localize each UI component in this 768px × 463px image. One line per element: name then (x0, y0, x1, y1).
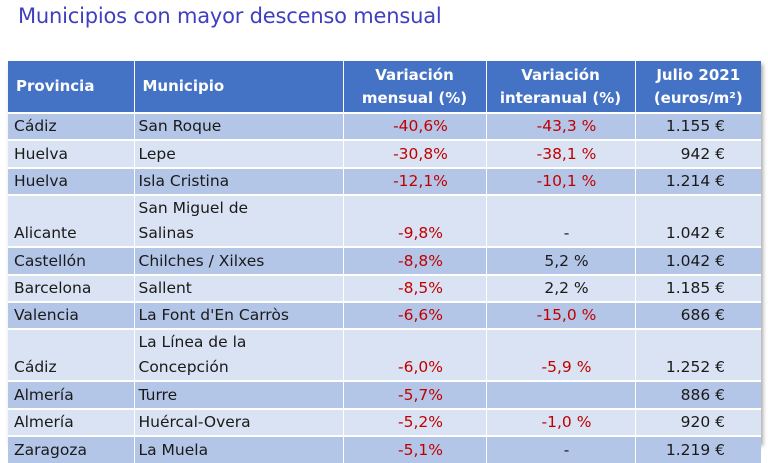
cell-variacion-interanual: -15,0 % (485, 300, 635, 330)
cell-variacion-mensual: -6,0% (342, 328, 486, 382)
cell-variacion-mensual: -40,6% (342, 111, 486, 141)
cell-municipio: Lepe (133, 139, 343, 168)
header-mensual-line-2: mensual (%) (361, 88, 468, 107)
cell-precio: 686 € (634, 300, 761, 330)
municipios-table: Provincia Municipio Variación mensual (%… (8, 61, 761, 463)
header-municipio-line-1: Municipio (142, 77, 225, 95)
table-row: Cádiz San Roque -40,6% -43,3 % 1.155 € (8, 111, 761, 141)
table-row: Alicante San Miguel de Salinas -9,8% - 1… (8, 194, 761, 248)
cell-municipio-line-2: Salinas (138, 224, 194, 243)
cell-variacion-mensual: -30,8% (342, 139, 486, 168)
cell-municipio: Chilches / Xilxes (133, 246, 343, 275)
table-row: Huelva Isla Cristina -12,1% -10,1 % 1.21… (8, 166, 761, 196)
header-provincia: Provincia (8, 61, 134, 113)
cell-municipio-line-1: La Línea de la (138, 333, 247, 352)
table-row: Almería Huércal-Overa -5,2% -1,0 % 920 € (8, 407, 761, 437)
cell-municipio: San Miguel de Salinas (133, 194, 343, 248)
cell-precio: 942 € (634, 139, 761, 168)
cell-variacion-interanual: 2,2 % (485, 273, 635, 302)
table-row: Barcelona Sallent -8,5% 2,2 % 1.185 € (8, 273, 761, 302)
cell-variacion-mensual: -5,1% (342, 435, 486, 463)
header-interanual-line-2: interanual (%) (499, 88, 622, 107)
cell-municipio: Isla Cristina (133, 166, 343, 196)
cell-provincia: Almería (8, 407, 134, 437)
cell-provincia: Huelva (8, 139, 134, 168)
cell-variacion-mensual: -8,5% (342, 273, 486, 302)
cell-provincia: Zaragoza (8, 435, 134, 463)
cell-variacion-interanual (485, 380, 635, 409)
cell-variacion-mensual: -8,8% (342, 246, 486, 275)
cell-provincia: Almería (8, 380, 134, 409)
data-table-container: Provincia Municipio Variación mensual (%… (8, 61, 761, 463)
header-precio-line-1: Julio 2021 (656, 65, 741, 84)
table-body: Cádiz San Roque -40,6% -43,3 % 1.155 € H… (8, 111, 761, 463)
cell-municipio: Turre (133, 380, 343, 409)
cell-municipio-line-1: San Miguel de (138, 199, 249, 218)
header-provincia-line-1: Provincia (16, 77, 95, 95)
cell-variacion-interanual: -38,1 % (485, 139, 635, 168)
cell-precio: 920 € (634, 407, 761, 437)
cell-variacion-mensual: -12,1% (342, 166, 486, 196)
cell-precio: 1.185 € (634, 273, 761, 302)
cell-variacion-mensual: -9,8% (342, 194, 486, 248)
cell-variacion-interanual: - (485, 435, 635, 463)
cell-provincia: Barcelona (8, 273, 134, 302)
header-variacion-interanual: Variación interanual (%) (485, 61, 635, 113)
table-row: Valencia La Font d'En Carròs -6,6% -15,0… (8, 300, 761, 330)
table-row: Huelva Lepe -30,8% -38,1 % 942 € (8, 139, 761, 168)
cell-variacion-mensual: -5,7% (342, 380, 486, 409)
cell-provincia: Castellón (8, 246, 134, 275)
cell-municipio: La Línea de la Concepción (133, 328, 343, 382)
table-row: Zaragoza La Muela -5,1% - 1.219 € (8, 435, 761, 463)
cell-precio: 886 € (634, 380, 761, 409)
cell-municipio: La Muela (133, 435, 343, 463)
cell-variacion-interanual: - (485, 194, 635, 248)
cell-variacion-mensual: -6,6% (342, 300, 486, 330)
header-precio-line-2: (euros/m²) (653, 88, 743, 107)
cell-provincia: Huelva (8, 166, 134, 196)
cell-precio: 1.214 € (634, 166, 761, 196)
cell-municipio-line-2: Concepción (138, 358, 229, 377)
cell-precio: 1.155 € (634, 111, 761, 141)
table-row: Almería Turre -5,7% 886 € (8, 380, 761, 409)
header-precio-julio: Julio 2021 (euros/m²) (634, 61, 761, 113)
cell-provincia: Valencia (8, 300, 134, 330)
cell-municipio: San Roque (133, 111, 343, 141)
table-header-row: Provincia Municipio Variación mensual (%… (8, 61, 761, 113)
cell-precio: 1.219 € (634, 435, 761, 463)
cell-provincia: Cádiz (8, 328, 134, 382)
header-mensual-line-1: Variación (375, 65, 454, 84)
cell-variacion-interanual: -43,3 % (485, 111, 635, 141)
cell-provincia: Cádiz (8, 111, 134, 141)
page-title: Municipios con mayor descenso mensual (18, 4, 442, 28)
cell-provincia: Alicante (8, 194, 134, 248)
cell-precio: 1.042 € (634, 194, 761, 248)
cell-precio: 1.042 € (634, 246, 761, 275)
header-variacion-mensual: Variación mensual (%) (342, 61, 486, 113)
table-row: Castellón Chilches / Xilxes -8,8% 5,2 % … (8, 246, 761, 275)
cell-variacion-interanual: -5,9 % (485, 328, 635, 382)
cell-variacion-interanual: -1,0 % (485, 407, 635, 437)
table-row: Cádiz La Línea de la Concepción -6,0% -5… (8, 328, 761, 382)
cell-municipio: Sallent (133, 273, 343, 302)
cell-variacion-interanual: -10,1 % (485, 166, 635, 196)
cell-municipio: Huércal-Overa (133, 407, 343, 437)
cell-variacion-mensual: -5,2% (342, 407, 486, 437)
header-interanual-line-1: Variación (521, 65, 600, 84)
cell-variacion-interanual: 5,2 % (485, 246, 635, 275)
cell-precio: 1.252 € (634, 328, 761, 382)
header-municipio: Municipio (133, 61, 343, 113)
cell-municipio: La Font d'En Carròs (133, 300, 343, 330)
